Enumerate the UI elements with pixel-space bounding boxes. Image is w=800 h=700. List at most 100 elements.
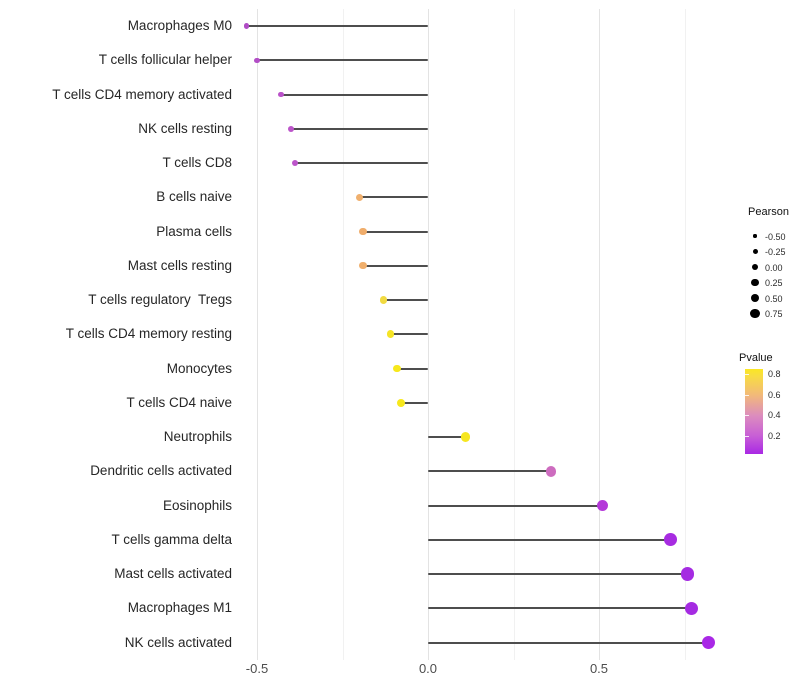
category-label: Neutrophils [163, 429, 232, 444]
category-label: T cells CD4 memory activated [52, 86, 232, 102]
lollipop-dot [359, 262, 367, 270]
pearson-legend-dot [752, 249, 758, 254]
lollipop-dot [379, 296, 388, 304]
lollipop-dot [396, 398, 405, 407]
category-label: T cells CD4 memory resting [65, 326, 232, 342]
lollipop-stem [428, 538, 671, 541]
category-label: Macrophages M1 [127, 600, 232, 616]
lollipop-stem [383, 299, 428, 301]
pearson-legend-dot [750, 293, 760, 303]
lollipop-stem [246, 25, 428, 27]
pearson-legend-value: 0.00 [765, 262, 783, 273]
major-gridline [428, 9, 429, 660]
lollipop-dot [393, 364, 402, 373]
minor-gridline [342, 9, 344, 660]
lollipop-stem [428, 470, 552, 473]
lollipop-stem [400, 401, 428, 404]
pvalue-legend-title: Pvalue [739, 352, 773, 364]
category-label: Mast cells activated [114, 566, 232, 581]
lollipop-dot [254, 57, 260, 63]
pvalue-colorbar [745, 369, 763, 454]
category-label: T cells CD4 naive [126, 394, 232, 410]
lollipop-stem [363, 230, 428, 233]
lollipop-dot [461, 432, 471, 442]
category-label: T cells follicular helper [98, 52, 232, 68]
pearson-legend-item: -0.50 [748, 229, 800, 244]
lollipop-dot [664, 533, 678, 547]
lollipop-stem [291, 127, 428, 130]
pearson-legend-item: 0.50 [748, 291, 800, 306]
lollipop-dot [596, 499, 609, 512]
lollipop-dot [386, 330, 395, 339]
pvalue-tick-mark [745, 415, 749, 417]
pvalue-tick-label: 0.4 [768, 410, 781, 421]
pearson-legend-value: -0.50 [765, 231, 786, 242]
lollipop-stem [428, 641, 709, 644]
lollipop-dot [684, 601, 698, 615]
pvalue-tick-label: 0.2 [768, 430, 781, 441]
category-label: Mast cells resting [127, 257, 232, 273]
category-label: T cells regulatory Tregs [88, 292, 232, 307]
lollipop-stem [280, 93, 428, 96]
minor-gridline [513, 9, 515, 660]
major-gridline [599, 9, 600, 660]
lollipop-stem [363, 264, 428, 267]
lollipop-stem [397, 367, 428, 370]
lollipop-dot [244, 23, 250, 29]
pearson-legend-item: 0.00 [748, 260, 800, 275]
lollipop-dot [681, 567, 695, 581]
lollipop-dot [359, 227, 367, 236]
lollipop-stem [428, 607, 692, 610]
pearson-legend-value: -0.25 [765, 247, 786, 257]
category-label: T cells CD8 [162, 155, 232, 170]
pvalue-tick-mark [745, 394, 749, 396]
pearson-legend-dot [750, 308, 760, 319]
pearson-legend-item: -0.25 [748, 245, 800, 260]
pvalue-tick-label: 0.8 [768, 369, 781, 380]
lollipop-dot [701, 635, 716, 650]
pvalue-tick-mark [745, 374, 749, 376]
lollipop-stem [428, 436, 466, 438]
category-label: Plasma cells [156, 223, 232, 239]
pearson-legend-dot [751, 263, 759, 271]
pvalue-tick-mark [745, 435, 749, 437]
category-label: Monocytes [166, 360, 232, 376]
lollipop-stem [390, 333, 428, 336]
pearson-legend-dot [753, 234, 757, 238]
pearson-legend-items: -0.50 -0.25 0.00 0.25 0.50 0.75 [748, 226, 800, 326]
pearson-legend-title: Pearson [748, 206, 789, 218]
lollipop-stem [428, 573, 688, 575]
pearson-size-legend: Pearson -0.50 -0.25 0.00 0.25 0.50 0.75 [748, 206, 800, 326]
lollipop-dot [288, 125, 295, 132]
lollipop-dot [291, 160, 298, 166]
pvalue-tick-label: 0.6 [768, 389, 781, 400]
lollipop-dot [356, 193, 364, 201]
lollipop-stem [294, 162, 428, 164]
pearson-legend-value: 0.25 [765, 278, 783, 288]
x-tick-label: -0.5 [245, 661, 269, 676]
lollipop-stem [428, 504, 603, 507]
pearson-legend-value: 0.50 [765, 293, 783, 304]
lollipop-dot [278, 91, 284, 98]
category-label: NK cells activated [124, 634, 232, 650]
pearson-legend-item: 0.75 [748, 307, 800, 322]
category-label: Macrophages M0 [127, 18, 232, 33]
pearson-legend-dot [751, 278, 759, 287]
major-gridline [257, 9, 258, 660]
category-label: B cells naive [156, 189, 232, 205]
lollipop-stem [257, 59, 428, 62]
x-tick-label: 0.0 [418, 661, 438, 676]
x-tick-label: 0.5 [589, 661, 609, 676]
category-label: T cells gamma delta [111, 531, 232, 547]
plot-panel [237, 9, 746, 660]
lollipop-stem [359, 196, 428, 199]
pearson-legend-item: 0.25 [748, 276, 800, 291]
minor-gridline [684, 9, 686, 660]
category-label: NK cells resting [138, 120, 232, 136]
category-label: Eosinophils [162, 497, 232, 513]
pearson-legend-value: 0.75 [765, 309, 783, 319]
category-label: Dendritic cells activated [90, 463, 232, 479]
lollipop-dot [545, 465, 557, 477]
pvalue-color-legend: Pvalue 0.8 0.6 0.4 0.2 [739, 352, 800, 467]
